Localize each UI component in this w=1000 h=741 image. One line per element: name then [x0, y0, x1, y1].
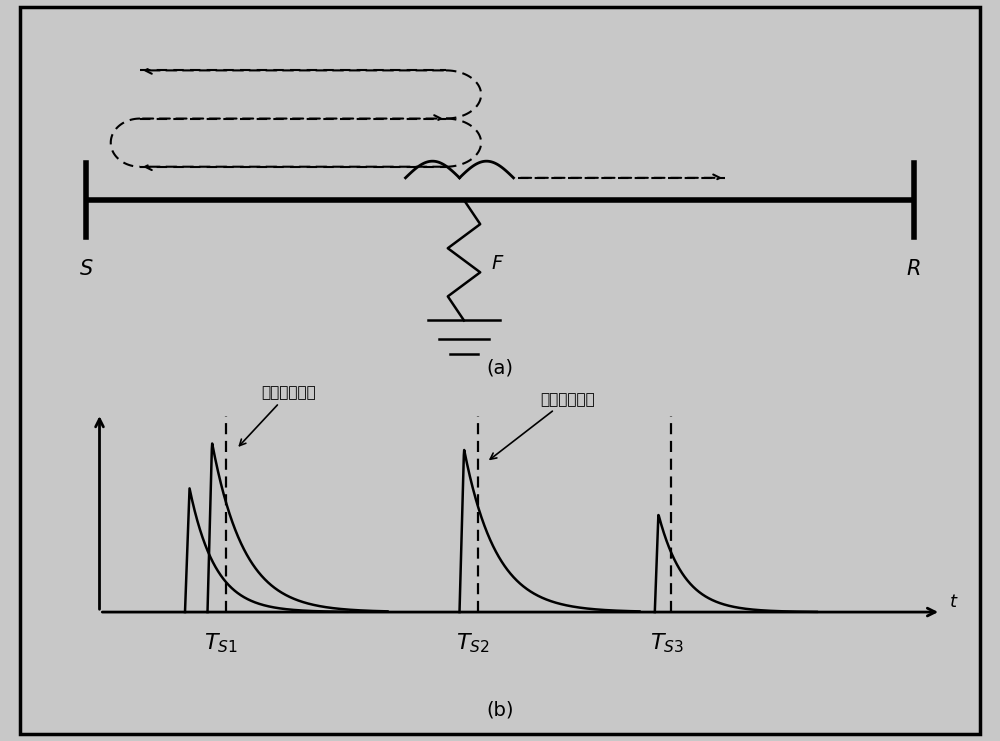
Text: t: t: [950, 594, 957, 611]
Text: $T_{S1}$: $T_{S1}$: [204, 631, 238, 655]
Text: 故障初始行波: 故障初始行波: [239, 385, 316, 445]
Text: (b): (b): [486, 701, 514, 720]
Text: $T_{S3}$: $T_{S3}$: [650, 631, 683, 655]
Text: F: F: [491, 253, 502, 273]
Text: $T_{S2}$: $T_{S2}$: [456, 631, 490, 655]
Text: R: R: [907, 259, 921, 279]
Text: 故障点反射波: 故障点反射波: [490, 392, 595, 459]
Text: (a): (a): [487, 359, 514, 378]
Text: S: S: [79, 259, 93, 279]
